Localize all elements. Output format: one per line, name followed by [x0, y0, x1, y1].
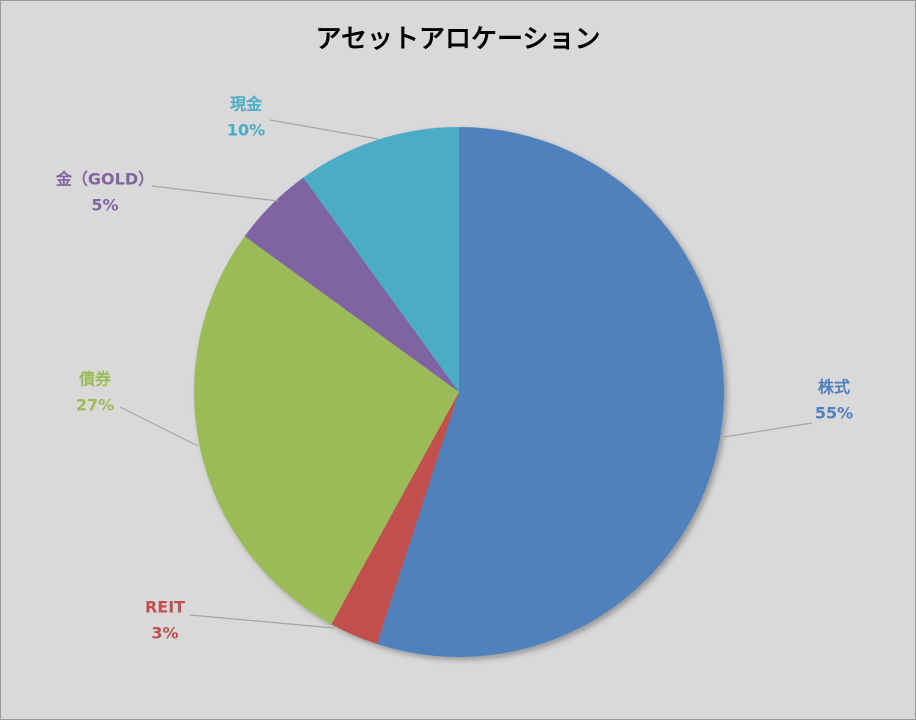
leader-line [119, 406, 199, 447]
leader-line [189, 614, 335, 629]
pie-slice [377, 127, 724, 657]
pie [193, 127, 724, 657]
slice-value-label: 55% [815, 404, 853, 423]
leader-line [723, 422, 813, 438]
slice-value-label: 5% [91, 196, 118, 215]
slice-value-label: 10% [227, 121, 265, 140]
slice-label: REIT [145, 598, 185, 617]
leader-line [269, 119, 379, 140]
slice-label: 債券 [78, 370, 112, 389]
chart-title: アセットアロケーション [316, 25, 601, 55]
slice-value-label: 27% [76, 396, 114, 415]
pie-slice [331, 392, 459, 645]
slice-label: 金（GOLD） [55, 170, 154, 189]
slice-value-label: 3% [151, 624, 178, 643]
slice-label: 株式 [818, 378, 850, 397]
pie-slice [244, 177, 459, 392]
leader-line [151, 185, 279, 202]
pie-slice [193, 236, 459, 625]
pie-slice [303, 127, 459, 392]
slice-label: 現金 [230, 95, 263, 114]
